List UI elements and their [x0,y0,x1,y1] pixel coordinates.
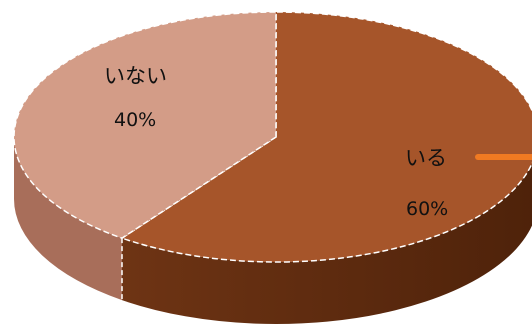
slice-top-1 [13,11,277,239]
slice-value-label-inai: 40% [114,109,157,131]
slice-side-1 [13,137,123,301]
slice-top-0 [120,11,532,263]
slice-value-label-iru: 60% [406,198,449,220]
slice-label-iru: いる [405,146,447,170]
slice-side-0 [122,163,532,324]
slice-label-inai: いない [104,64,167,88]
